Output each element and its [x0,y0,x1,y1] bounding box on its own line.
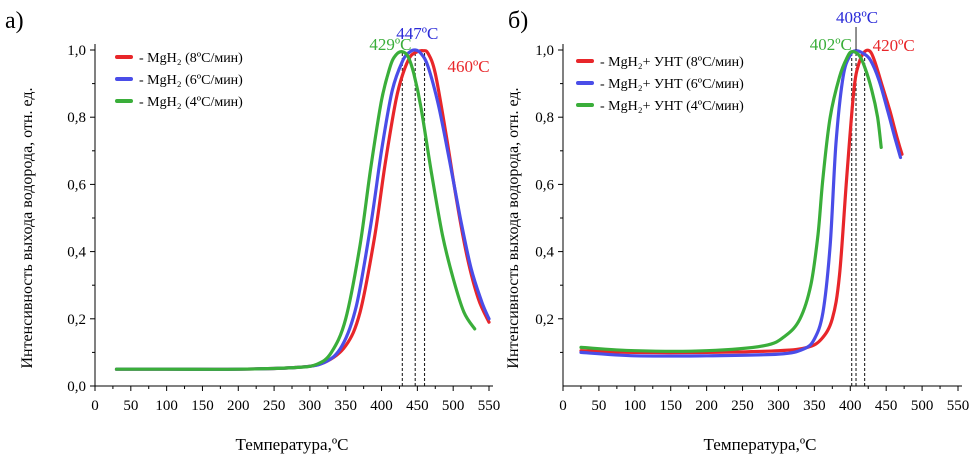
peak-annotation-0: 429ºС [369,35,411,54]
y-tick-label: 0,2 [535,312,554,328]
y-tick-label: 0,2 [67,312,86,328]
x-tick-label: 50 [591,398,606,414]
x-tick-label: 400 [370,398,393,414]
peak-annotation-2: 420ºС [873,36,915,55]
x-tick-label: 300 [299,398,322,414]
x-tick-label: 200 [695,398,718,414]
legend-label-1: - MgH₂+ УНТ (6ºС/мин) [600,77,744,92]
x-tick-label: 150 [191,398,214,414]
y-tick-label: 0,6 [67,177,86,193]
y-axis-label: Интенсивность выхода водорода, отн. ед. [19,87,36,368]
x-tick-label: 450 [875,398,898,414]
peak-annotation-1: 447ºС [396,24,438,43]
series-line-2 [579,49,883,353]
y-tick-label: 0,8 [67,110,86,126]
x-tick-label: 500 [911,398,934,414]
x-tick-label: 300 [767,398,790,414]
panel-a: а) 0 50 100 150 200 250 300 350 400 450 500 550 0,0 0,… [5,8,500,454]
x-tick-label: 350 [803,398,826,414]
x-tick-label: 100 [624,398,647,414]
y-axis-label: Интенсивность выхода водорода, отн. ед. [505,87,522,368]
y-tick-label: 0,4 [535,245,554,261]
x-axis-label: Температура,ºС [704,435,817,454]
peak-annotation-2: 460ºС [448,57,490,76]
x-tick-label: 350 [334,398,357,414]
x-tick-label: 50 [123,398,138,414]
x-tick-label: 250 [263,398,286,414]
x-tick-label: 100 [155,398,178,414]
panel-label: б) [508,8,528,34]
x-tick-label: 0 [91,398,99,414]
y-tick-label: 0,6 [535,177,554,193]
y-tick-label: 1,0 [535,43,554,59]
x-tick-label: 0 [559,398,567,414]
x-tick-label: 400 [839,398,862,414]
legend-label-2: - MgH₂+ УНТ (4ºС/мин) [600,99,744,114]
legend-label-2: - MgH₂ (4ºС/мин) [139,95,243,110]
x-tick-label: 550 [947,398,970,414]
peak-annotation-0: 402ºС [810,35,852,54]
y-tick-label: 0,0 [67,379,86,395]
x-tick-label: 450 [406,398,429,414]
series-line-0 [579,48,904,355]
y-tick-label: 1,0 [67,43,86,59]
x-tick-label: 250 [731,398,754,414]
peak-annotation-1: 408ºС [836,8,878,27]
legend-label-1: - MgH₂ (6ºС/мин) [139,73,243,88]
y-tick-label: 0,8 [535,110,554,126]
x-tick-label: 500 [442,398,465,414]
x-tick-label: 550 [478,398,501,414]
panel-label: а) [5,8,24,34]
legend-label-0: - MgH₂ (8ºС/мин) [139,51,243,66]
y-tick-label: 0,4 [67,245,86,261]
x-axis-label: Температура,ºС [236,435,349,454]
series-line-1 [579,49,903,358]
series-line-2 [114,50,477,371]
panel-b: б) 0 50 100 150 200 250 300 350 400 450 500 550 0,2 0,… [505,8,969,454]
x-tick-label: 150 [659,398,682,414]
x-tick-label: 200 [227,398,250,414]
legend-label-0: - MgH₂+ УНТ (8ºС/мин) [600,55,744,70]
